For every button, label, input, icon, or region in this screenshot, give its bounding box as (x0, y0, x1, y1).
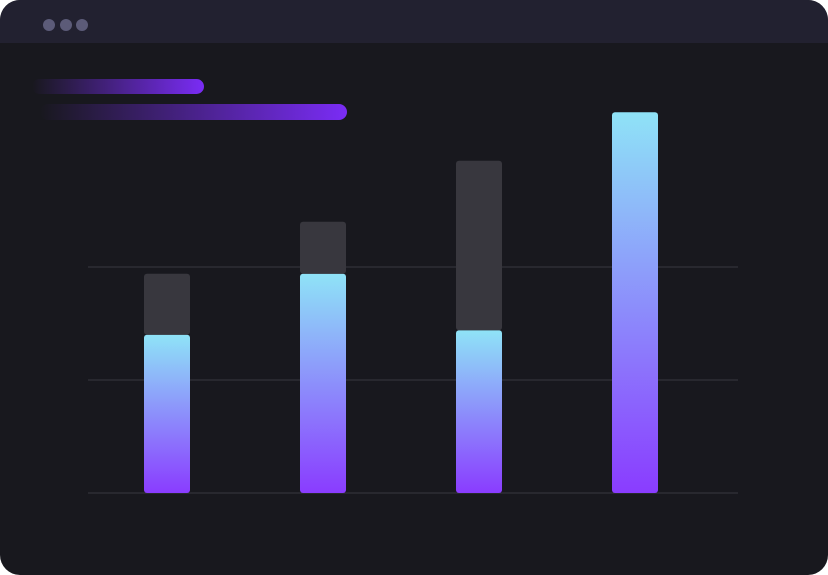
title-placeholder (32, 79, 204, 94)
bar-segment (144, 334, 190, 493)
window-dot (60, 19, 72, 31)
subtitle-placeholder (40, 104, 347, 120)
bar-segment (456, 160, 502, 331)
window-dot (76, 19, 88, 31)
bar-segment (456, 330, 502, 493)
bar-segment (612, 112, 658, 493)
window-dot (43, 19, 55, 31)
bar-segment (300, 273, 346, 493)
bar-segment (144, 273, 190, 335)
bar-segment (300, 221, 346, 274)
title-bar (0, 0, 828, 43)
plot (88, 112, 738, 494)
